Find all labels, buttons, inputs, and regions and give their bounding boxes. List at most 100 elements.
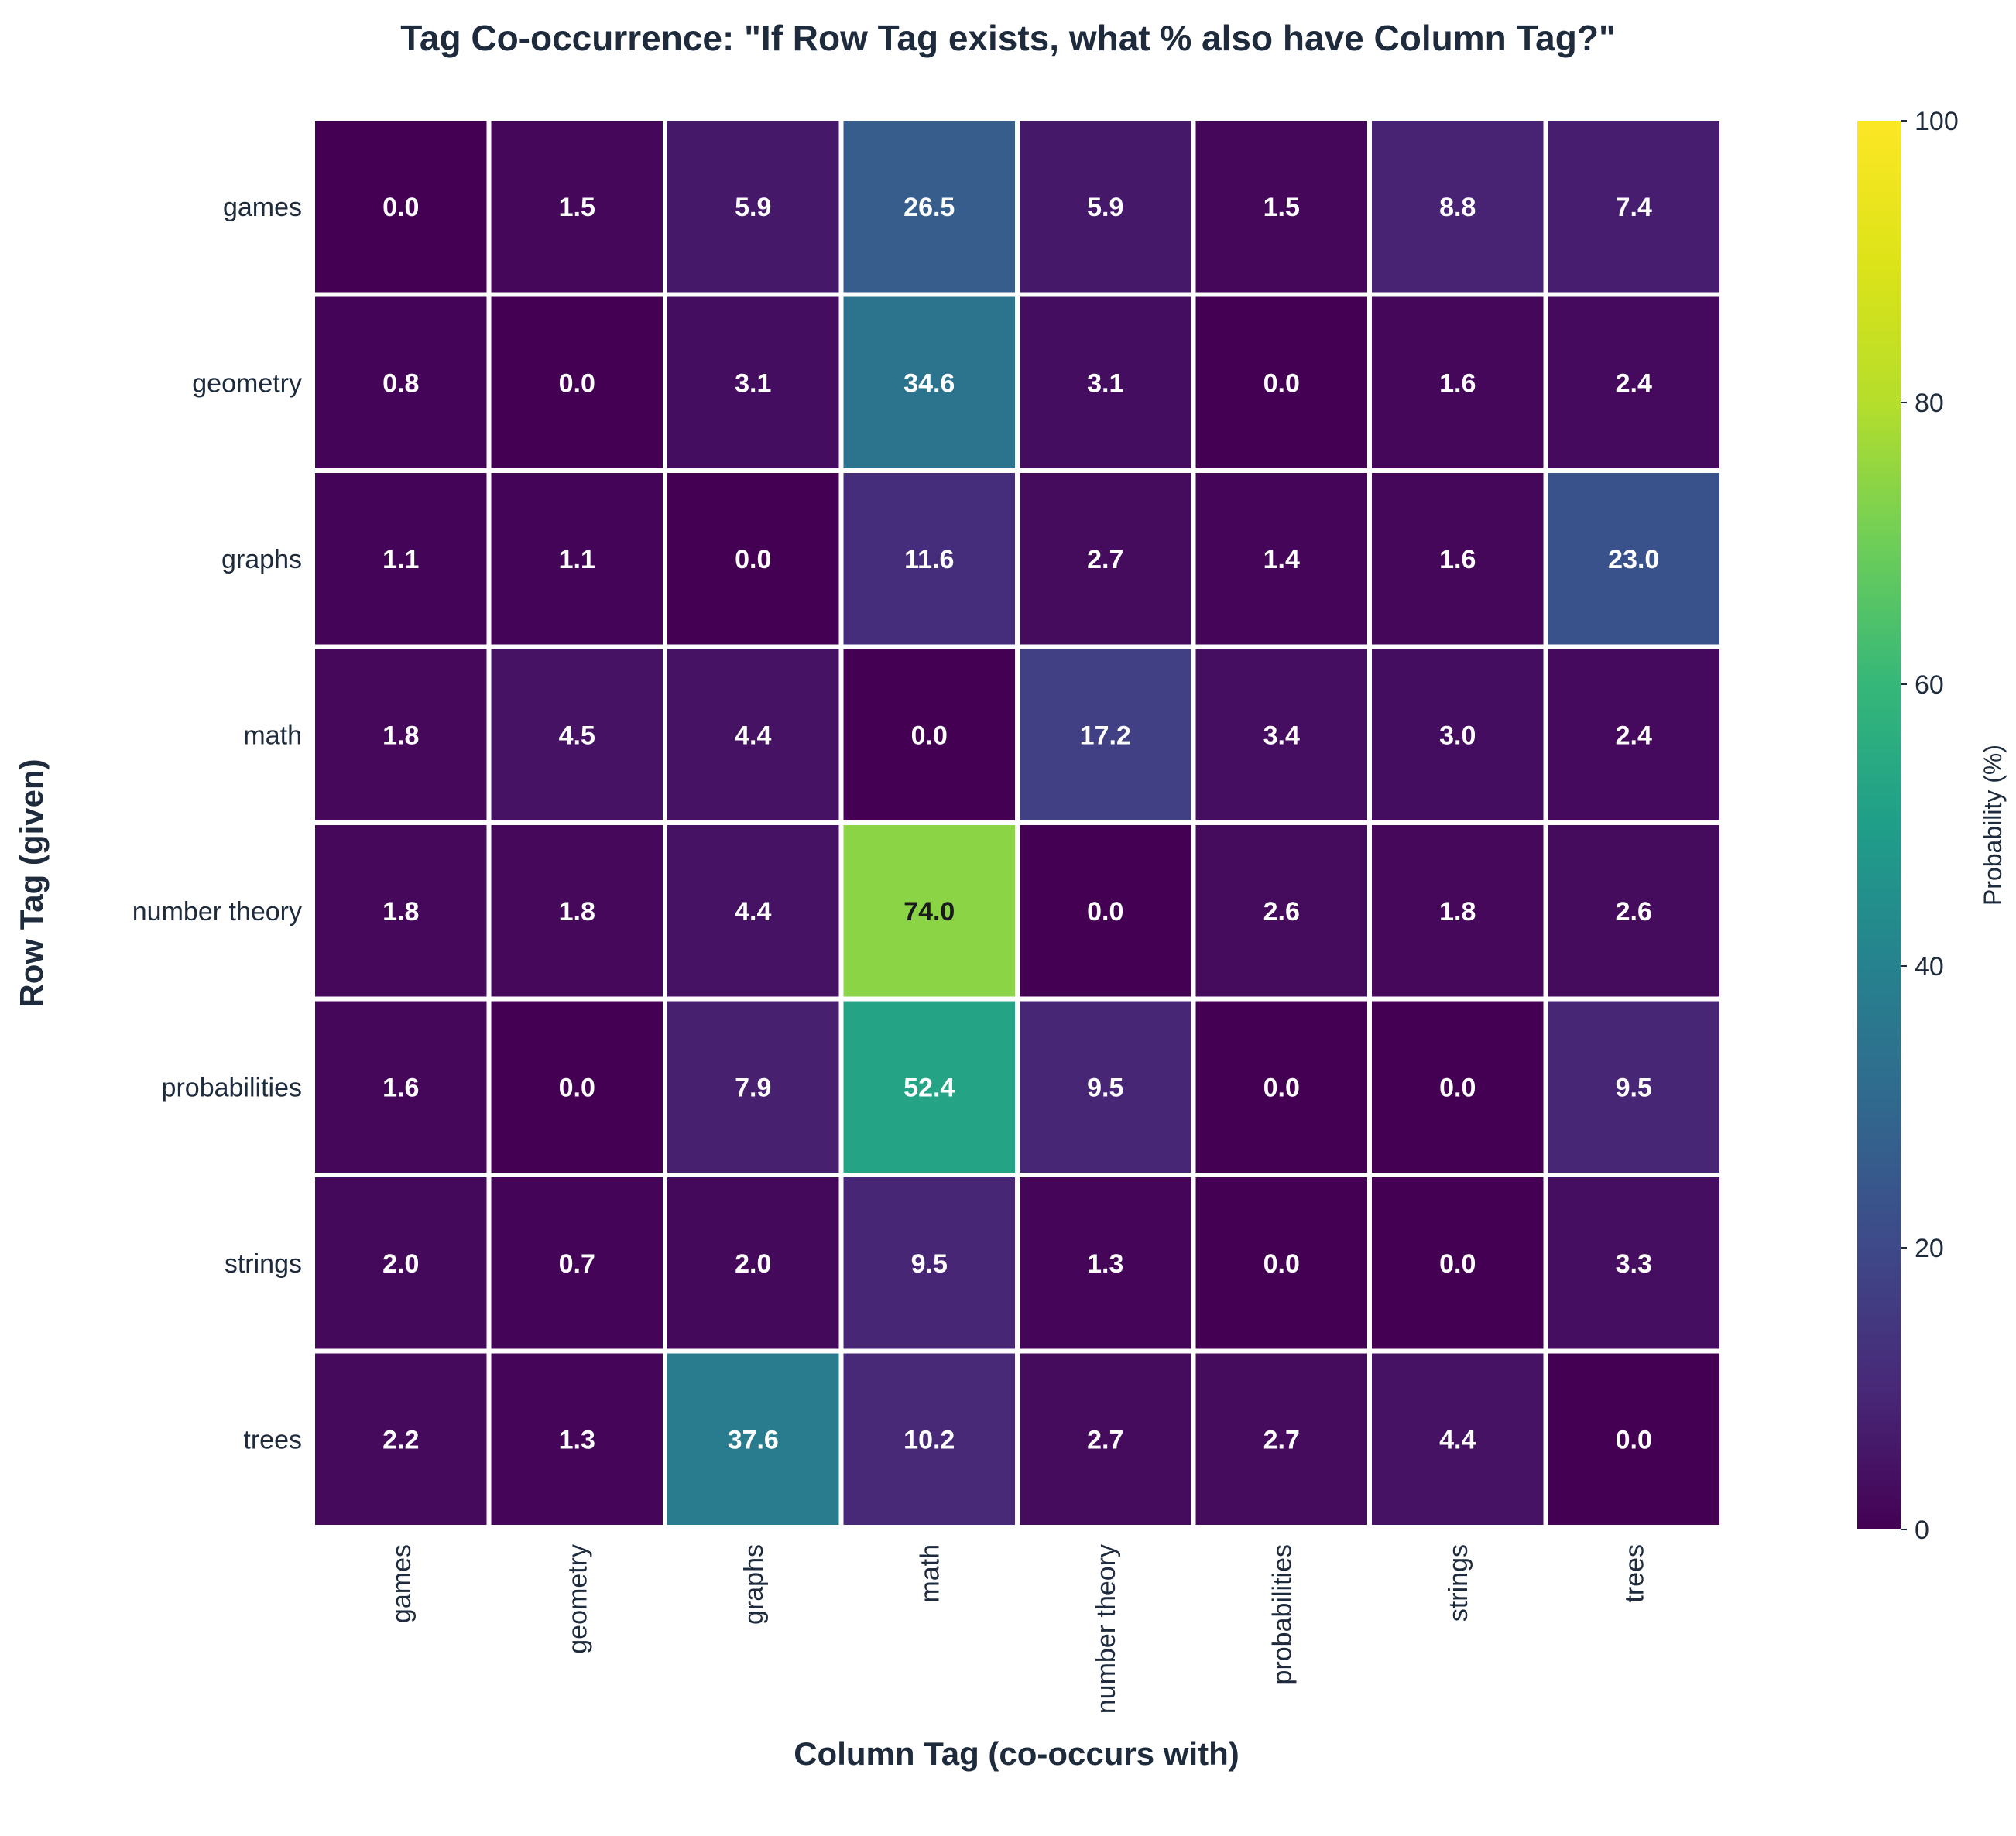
heatmap-cell — [491, 1177, 663, 1349]
cell-value-label: 0.0 — [1087, 897, 1123, 927]
heatmap-cell — [491, 121, 663, 293]
heatmap-cell — [315, 1001, 487, 1173]
heatmap-cell — [315, 825, 487, 997]
heatmap-cell — [843, 825, 1015, 997]
heatmap-cells: 0.0 1.5 5.9 26.5 5.9 1.5 8.8 7.4 0.8 0.0 3.1 34.6 3.… — [315, 121, 1719, 1525]
cell-value-label: 0.0 — [382, 193, 419, 222]
heatmap-cell — [1020, 473, 1191, 645]
cell-value-label: 4.4 — [1439, 1425, 1476, 1454]
column-tick-label: strings — [1444, 1544, 1473, 1622]
heatmap-cell — [667, 1001, 839, 1173]
cell-value-label: 23.0 — [1608, 545, 1659, 574]
cell-value-label: 1.5 — [1263, 193, 1300, 222]
column-tick-label: graphs — [739, 1544, 769, 1625]
y-axis-label: Row Tag (given) — [13, 759, 50, 1007]
cell-value-label: 3.3 — [1616, 1249, 1652, 1279]
row-tick-label: trees — [243, 1425, 302, 1454]
cell-value-label: 2.0 — [382, 1249, 419, 1279]
cell-value-label: 26.5 — [903, 193, 955, 222]
heatmap-cell — [1195, 1177, 1367, 1349]
cell-value-label: 0.0 — [1263, 1073, 1300, 1102]
heatmap-cell — [1195, 1353, 1367, 1525]
heatmap-cell — [1548, 1353, 1719, 1525]
cell-value-label: 1.3 — [559, 1425, 595, 1454]
cell-value-label: 1.8 — [382, 897, 419, 927]
heatmap-cell — [1372, 121, 1544, 293]
heatmap-cell — [491, 1001, 663, 1173]
cell-value-label: 1.4 — [1263, 545, 1300, 574]
cell-value-label: 2.7 — [1087, 1425, 1123, 1454]
heatmap-cell — [1372, 825, 1544, 997]
cell-value-label: 10.2 — [903, 1425, 955, 1454]
cell-value-label: 4.5 — [559, 721, 595, 750]
heatmap-cell — [315, 1353, 487, 1525]
cell-value-label: 52.4 — [903, 1073, 955, 1102]
heatmap-cell — [1372, 1177, 1544, 1349]
row-tick-label: graphs — [221, 545, 302, 574]
heatmap-cell — [1548, 473, 1719, 645]
cell-value-label: 2.2 — [382, 1425, 419, 1454]
row-tick-label: math — [243, 721, 302, 750]
column-tick-label: math — [915, 1544, 945, 1603]
colorbar-tick-label: 80 — [1915, 389, 1944, 418]
cell-value-label: 5.9 — [735, 193, 771, 222]
cell-value-label: 5.9 — [1087, 193, 1123, 222]
cell-value-label: 3.1 — [1087, 368, 1123, 398]
heatmap-cell — [1548, 649, 1719, 820]
cell-value-label: 9.5 — [911, 1249, 948, 1279]
cell-value-label: 9.5 — [1087, 1073, 1123, 1102]
heatmap-cell — [843, 1177, 1015, 1349]
cell-value-label: 2.4 — [1616, 368, 1652, 398]
heatmap-cell — [1548, 1001, 1719, 1173]
heatmap-cell — [1020, 1177, 1191, 1349]
heatmap-cell — [667, 825, 839, 997]
cell-value-label: 0.0 — [911, 721, 948, 750]
heatmap-cell — [1195, 296, 1367, 468]
column-tick-label: geometry — [563, 1544, 592, 1654]
heatmap-cell — [1195, 1001, 1367, 1173]
heatmap-cell — [315, 649, 487, 820]
cell-value-label: 1.1 — [382, 545, 419, 574]
cell-value-label: 17.2 — [1080, 721, 1131, 750]
column-tick-label: trees — [1620, 1544, 1649, 1603]
cell-value-label: 34.6 — [903, 368, 955, 398]
heatmap-cell — [843, 649, 1015, 820]
cell-value-label: 0.0 — [1616, 1425, 1652, 1454]
column-tick-labels: games geometry graphs math number theory prob… — [387, 1544, 1650, 1714]
heatmap-cell — [491, 1353, 663, 1525]
heatmap-cell — [1195, 121, 1367, 293]
heatmap-cell — [1372, 1001, 1544, 1173]
heatmap-cell — [667, 473, 839, 645]
row-tick-label: geometry — [192, 368, 302, 398]
cell-value-label: 2.0 — [735, 1249, 771, 1279]
x-axis-label: Column Tag (co-occurs with) — [794, 1735, 1239, 1772]
heatmap-cell — [491, 649, 663, 820]
heatmap-cell — [1372, 473, 1544, 645]
heatmap-cell — [1548, 1177, 1719, 1349]
heatmap-cell — [491, 825, 663, 997]
heatmap-cell — [491, 473, 663, 645]
colorbar-tick-label: 60 — [1915, 670, 1944, 700]
cell-value-label: 3.4 — [1263, 721, 1300, 750]
heatmap-cell — [491, 296, 663, 468]
cell-value-label: 0.0 — [1263, 1249, 1300, 1279]
heatmap-cell — [1548, 825, 1719, 997]
heatmap-cell — [667, 1177, 839, 1349]
heatmap-cell — [1020, 296, 1191, 468]
row-tick-label: games — [223, 193, 302, 222]
cell-value-label: 1.3 — [1087, 1249, 1123, 1279]
heatmap-cell — [1020, 1001, 1191, 1173]
cell-value-label: 2.7 — [1087, 545, 1123, 574]
heatmap-cell — [667, 649, 839, 820]
cell-value-label: 0.0 — [1263, 368, 1300, 398]
heatmap-cell — [1372, 649, 1544, 820]
cell-value-label: 9.5 — [1616, 1073, 1652, 1102]
colorbar-tick-label: 0 — [1915, 1516, 1929, 1545]
cell-value-label: 1.8 — [382, 721, 419, 750]
heatmap-cell — [843, 1001, 1015, 1173]
cell-value-label: 1.6 — [382, 1073, 419, 1102]
heatmap-cell — [1372, 1353, 1544, 1525]
row-tick-label: strings — [225, 1249, 302, 1279]
column-tick-label: games — [387, 1544, 417, 1623]
